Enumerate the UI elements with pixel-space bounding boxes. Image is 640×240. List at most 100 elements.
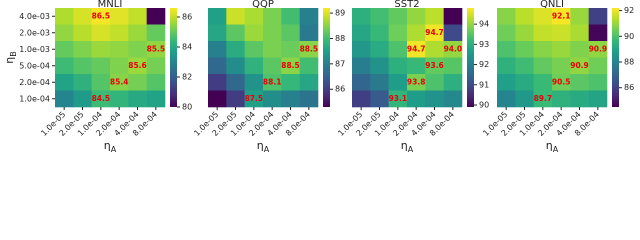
heatmap-cell bbox=[281, 41, 300, 58]
colorbar-tick-label: 80 bbox=[182, 103, 192, 112]
value-label: 93.6 bbox=[425, 61, 444, 70]
heatmap-cell bbox=[588, 74, 608, 91]
heatmap-cell bbox=[570, 90, 589, 108]
heatmap-cell bbox=[263, 90, 282, 108]
heatmap-cell bbox=[281, 24, 300, 42]
heatmap-cell bbox=[533, 57, 553, 75]
heatmap-cell bbox=[497, 41, 516, 58]
heatmap-cell bbox=[226, 41, 245, 58]
heatmap-cell bbox=[208, 57, 227, 75]
heatmap-cell bbox=[128, 24, 147, 42]
value-label: 88.1 bbox=[263, 77, 282, 86]
heatmap-cell bbox=[281, 8, 300, 25]
y-tick-label: 2.0e-04 bbox=[19, 78, 50, 87]
heatmap-cell bbox=[388, 57, 408, 75]
heatmap-cell bbox=[425, 24, 444, 42]
colorbar-tick-label: 84 bbox=[182, 43, 192, 52]
heatmap-cell bbox=[244, 90, 264, 108]
heatmap-cell bbox=[588, 41, 608, 58]
colorbar-tick-label: 86 bbox=[182, 13, 192, 22]
heatmap-cell bbox=[91, 74, 111, 91]
figure: MNLI86.585.585.685.484.51.0e-052.0e-051.… bbox=[3, 0, 634, 154]
heatmap-cell bbox=[128, 90, 147, 108]
heatmap-cell bbox=[352, 57, 371, 75]
heatmap-cell bbox=[552, 57, 571, 75]
heatmap-cell bbox=[244, 57, 264, 75]
heatmap-cell bbox=[146, 24, 166, 42]
y-tick-label: 1.0e-04 bbox=[19, 94, 50, 103]
heatmap-cell bbox=[55, 90, 74, 108]
heatmap-cell bbox=[533, 90, 553, 108]
y-tick-label: 4.0e-03 bbox=[19, 12, 50, 21]
heatmap-cell bbox=[552, 74, 571, 91]
colorbar-tick-label: 92 bbox=[624, 6, 634, 15]
heatmap-cell bbox=[91, 90, 111, 108]
value-label: 87.5 bbox=[245, 94, 264, 103]
heatmap-cell bbox=[443, 57, 463, 75]
heatmap-cell bbox=[407, 90, 426, 108]
heatmap-cell bbox=[110, 24, 129, 42]
y-tick-label: 2.0e-03 bbox=[19, 28, 50, 37]
heatmap-cell bbox=[370, 41, 389, 58]
heatmap-cell bbox=[352, 8, 371, 25]
axis-label-symbol: η bbox=[401, 139, 408, 152]
axis-label-symbol: η bbox=[3, 57, 16, 64]
heatmap-cell bbox=[370, 57, 389, 75]
heatmap-cell bbox=[146, 8, 166, 25]
heatmap-cell bbox=[299, 74, 319, 91]
heatmap-cell bbox=[55, 24, 74, 42]
axis-label: ηB bbox=[3, 51, 18, 63]
value-label: 93.8 bbox=[407, 77, 426, 86]
value-label: 88.5 bbox=[300, 44, 319, 53]
value-label: 90.5 bbox=[552, 77, 571, 86]
heatmap-cell bbox=[208, 74, 227, 91]
heatmap-cell bbox=[515, 24, 534, 42]
heatmap-cell bbox=[570, 57, 589, 75]
heatmap-cell bbox=[552, 90, 571, 108]
value-label: 94.7 bbox=[407, 44, 426, 53]
axis-label: ηA bbox=[257, 139, 270, 154]
colorbar-tick-label: 86 bbox=[624, 83, 634, 92]
heatmap-cell bbox=[443, 41, 463, 58]
heatmap-cell bbox=[533, 41, 553, 58]
heatmap-cell bbox=[533, 74, 553, 91]
heatmap-cell bbox=[226, 24, 245, 42]
value-label: 94.0 bbox=[444, 44, 463, 53]
chart-title: MNLI bbox=[98, 0, 123, 10]
heatmap-cell bbox=[352, 41, 371, 58]
colorbar-tick-label: 94 bbox=[479, 20, 489, 29]
heatmap-cell bbox=[588, 24, 608, 42]
axis-label: ηA bbox=[401, 139, 414, 154]
axis-label: ηA bbox=[104, 139, 117, 154]
heatmap-cell bbox=[91, 41, 111, 58]
heatmap-cell bbox=[425, 8, 444, 25]
colorbar-tick-label: 90 bbox=[479, 100, 489, 109]
heatmap-cell bbox=[263, 8, 282, 25]
heatmap-cell bbox=[352, 90, 371, 108]
value-label: 89.7 bbox=[534, 94, 553, 103]
heatmap-cell bbox=[515, 90, 534, 108]
colorbar-tick-label: 93 bbox=[479, 40, 489, 49]
heatmap-cell bbox=[55, 57, 74, 75]
heatmap-cell bbox=[588, 57, 608, 75]
axis-label-symbol: η bbox=[546, 139, 553, 152]
heatmap-cell bbox=[497, 90, 516, 108]
colorbar-tick-label: 89 bbox=[335, 9, 345, 18]
heatmap-cell bbox=[244, 24, 264, 42]
value-label: 92.1 bbox=[552, 11, 571, 20]
colorbar-tick-label: 88 bbox=[335, 34, 345, 43]
axis-label-symbol: η bbox=[104, 139, 111, 152]
heatmap-cell bbox=[407, 41, 426, 58]
heatmap-cell bbox=[146, 74, 166, 91]
heatmap-cell bbox=[443, 8, 463, 25]
heatmap-cell bbox=[73, 90, 92, 108]
heatmap-cell bbox=[281, 90, 300, 108]
heatmap-cell bbox=[497, 8, 516, 25]
colorbar-tick-label: 92 bbox=[479, 60, 489, 69]
heatmap-cell bbox=[263, 57, 282, 75]
axis-label-subscript: A bbox=[264, 145, 270, 154]
colorbar bbox=[612, 8, 619, 107]
axis-label-subscript: A bbox=[553, 145, 559, 154]
heatmap-cell bbox=[208, 90, 227, 108]
heatmap-cell bbox=[588, 8, 608, 25]
